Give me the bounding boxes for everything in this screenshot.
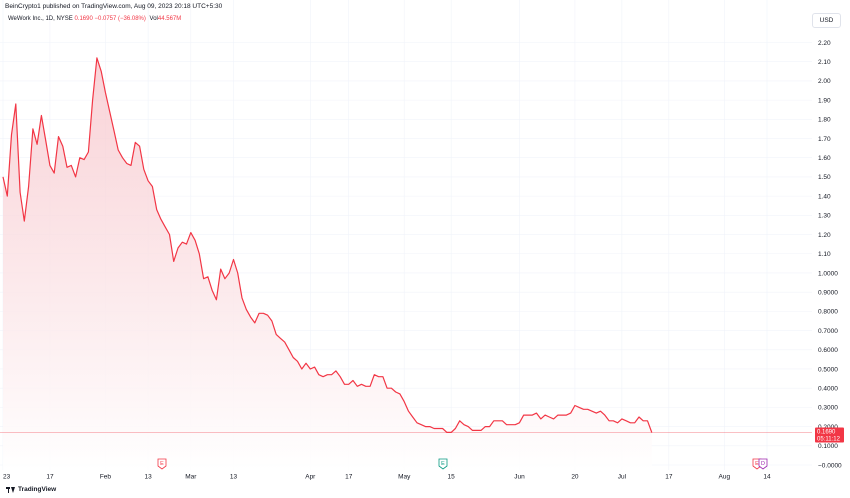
price-tick-label: 0.8000 xyxy=(818,309,838,316)
price-tick-label: 1.90 xyxy=(818,97,831,104)
time-tick-label: Feb xyxy=(100,474,112,481)
time-tick-label: 23 xyxy=(3,474,11,481)
time-tick-label: 17 xyxy=(345,474,353,481)
last-price: 0.1690 xyxy=(74,16,93,22)
time-tick-label: Aug xyxy=(719,474,731,481)
price-tick-label: 1.20 xyxy=(818,232,831,239)
volume-value: 44.567M xyxy=(157,16,182,22)
symbol-title[interactable]: WeWork Inc., 1D, NYSE xyxy=(8,16,73,22)
volume-label: Vol xyxy=(149,16,158,22)
marker-flag-icon xyxy=(758,458,768,470)
time-tick-label: 17 xyxy=(46,474,54,481)
price-line xyxy=(2,57,653,433)
bar-countdown: 05:11:12 xyxy=(817,437,841,443)
last-price-tag: 0.1690 05:11:12 xyxy=(815,427,844,443)
tradingview-branding[interactable]: TradingView xyxy=(6,486,56,493)
time-tick-label: 14 xyxy=(763,474,771,481)
price-tick-label: 0.9000 xyxy=(818,289,838,296)
price-tick-label: 2.00 xyxy=(818,78,831,85)
currency-button[interactable]: USD xyxy=(812,13,841,28)
price-tick-label: −0.0000 xyxy=(818,462,842,469)
time-tick-label: Apr xyxy=(305,474,316,481)
time-tick-label: 13 xyxy=(145,474,153,481)
earnings-marker[interactable]: E xyxy=(157,458,167,470)
tradingview-logo-icon xyxy=(6,486,15,493)
brand-name: TradingView xyxy=(18,486,57,493)
earnings-marker[interactable]: D xyxy=(758,458,768,470)
marker-flag-icon xyxy=(157,458,167,470)
time-tick-label: 13 xyxy=(230,474,238,481)
marker-flag-icon xyxy=(438,458,448,470)
marker-letter: D xyxy=(761,461,765,467)
price-tick-label: 0.4000 xyxy=(818,385,838,392)
time-axis[interactable]: 23 17 Feb 13 Mar 13 Apr 17 May 15 Jun 20 Jul 17 Aug 14 xyxy=(3,474,771,481)
price-tick-label: 1.70 xyxy=(818,136,831,143)
price-tick-label: 0.5000 xyxy=(818,366,838,373)
price-tick-label: 1.50 xyxy=(818,174,831,181)
price-tick-label: 2.10 xyxy=(818,59,831,66)
time-tick-label: 15 xyxy=(448,474,456,481)
price-tick-label: 0.6000 xyxy=(818,347,838,354)
marker-letter: E xyxy=(441,461,445,467)
price-tick-label: 1.40 xyxy=(818,193,831,200)
time-tick-label: 17 xyxy=(665,474,673,481)
price-tick-label: 0.3000 xyxy=(818,405,838,412)
price-tick-label: 0.7000 xyxy=(818,328,838,335)
earnings-marker[interactable]: E xyxy=(438,458,448,470)
time-tick-label: May xyxy=(398,474,411,481)
price-area xyxy=(3,57,652,471)
price-tick-label: 0.2000 xyxy=(818,424,838,431)
price-tick-label: 1.30 xyxy=(818,213,831,220)
price-tick-label: 2.20 xyxy=(818,40,831,47)
price-tick-label: 0.1000 xyxy=(818,443,838,450)
price-tick-label: 1.80 xyxy=(818,117,831,124)
price-tick-label: 1.0000 xyxy=(818,270,838,277)
price-tick-label: 1.10 xyxy=(818,251,831,258)
last-price-tag-bg xyxy=(815,427,844,443)
price-tick-label: 1.60 xyxy=(818,155,831,162)
marker-letter: E xyxy=(160,461,164,467)
marker-letter: E xyxy=(755,461,759,467)
price-axis[interactable]: 2.20 2.10 2.00 1.90 1.80 1.70 1.60 1.50 1.40 1.30… xyxy=(818,40,842,470)
price-change: −0.0757 (−36.08%) xyxy=(94,16,146,22)
symbol-legend[interactable]: WeWork Inc., 1D, NYSE 0.1690 −0.0757 (−3… xyxy=(8,16,181,22)
time-tick-label: 20 xyxy=(571,474,579,481)
publish-info: BeinCrypto1 published on TradingView.com… xyxy=(5,3,223,10)
time-tick-label: Jun xyxy=(514,474,525,481)
time-tick-label: Mar xyxy=(185,474,197,481)
time-tick-label: Jul xyxy=(618,474,627,481)
last-price-value: 0.1690 xyxy=(817,430,836,436)
